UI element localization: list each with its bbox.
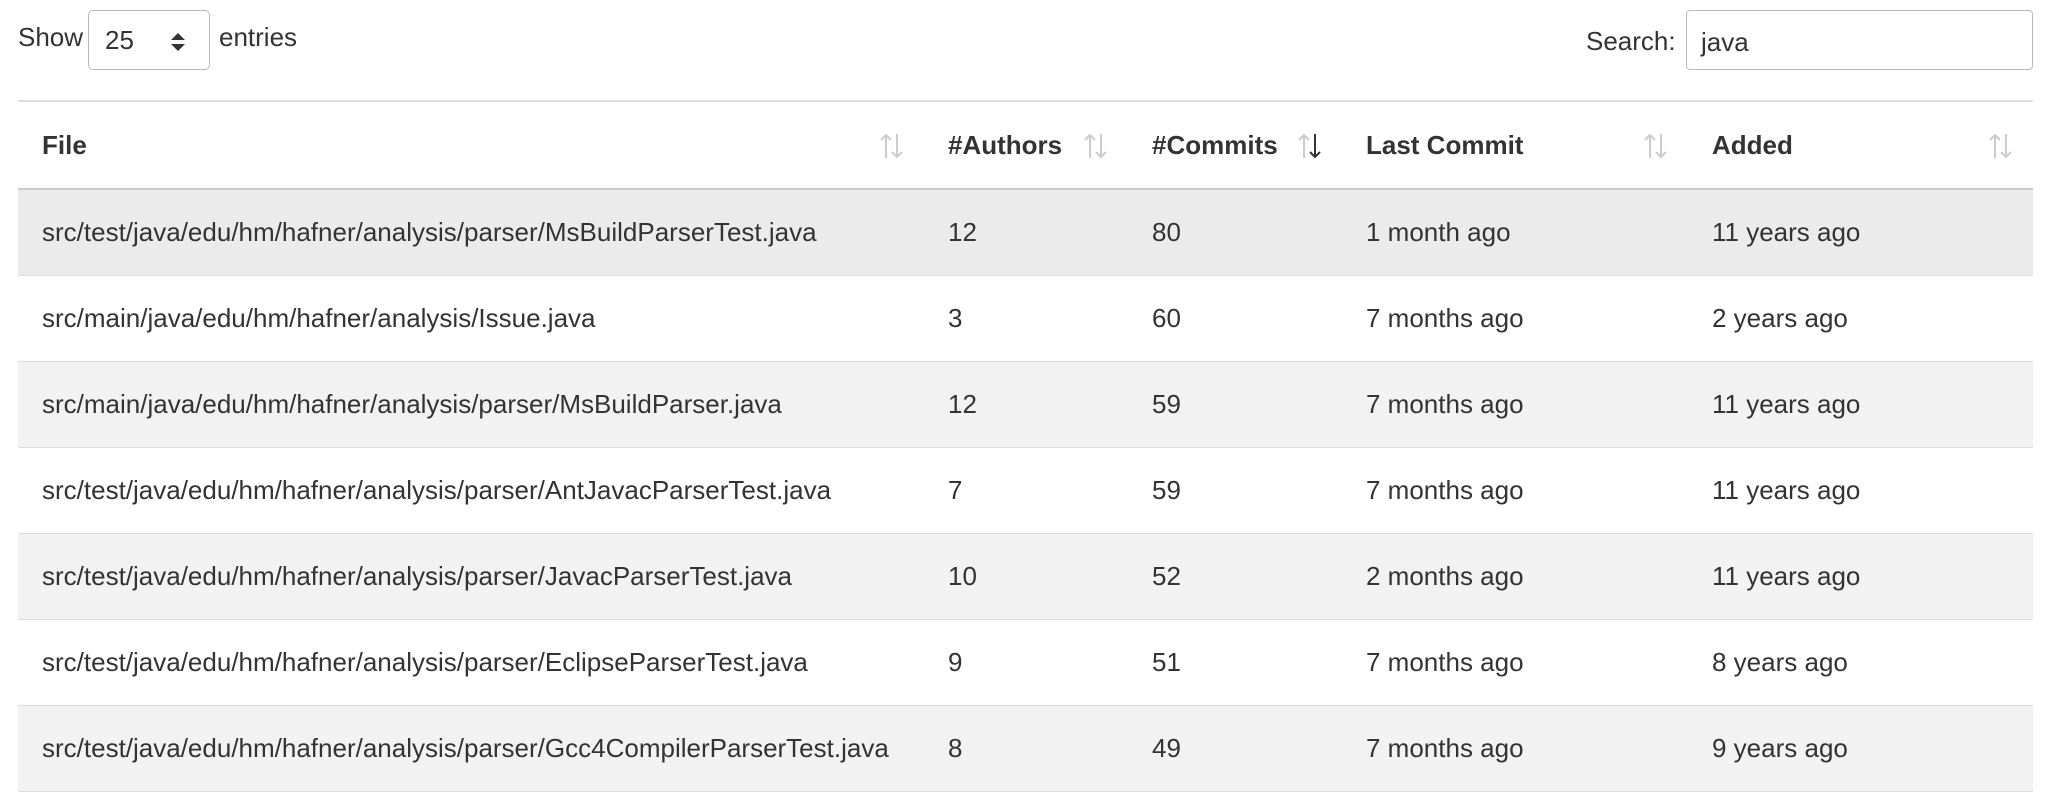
header-text: File: [42, 129, 87, 160]
table-cell: 12: [924, 189, 1128, 276]
sort-icon: [1084, 133, 1107, 159]
select-arrows: [171, 33, 185, 51]
table-cell: 12: [924, 361, 1128, 448]
table-cell: 7 months ago: [1342, 619, 1688, 706]
table-cell: 9: [924, 619, 1128, 706]
column-header[interactable]: Added: [1688, 100, 2033, 190]
table-row: src/test/java/edu/hm/hafner/analysis/par…: [18, 533, 2033, 620]
table-cell: 8: [924, 705, 1128, 792]
table-body: src/test/java/edu/hm/hafner/analysis/par…: [18, 189, 2033, 792]
table-cell: src/test/java/edu/hm/hafner/analysis/par…: [18, 189, 924, 276]
sort-icon: [880, 133, 903, 159]
table-row: src/main/java/edu/hm/hafner/analysis/Iss…: [18, 275, 2033, 362]
search-value: java: [1701, 27, 1749, 57]
column-header[interactable]: Last Commit: [1342, 100, 1688, 190]
table-cell: 52: [1128, 533, 1342, 620]
column-header[interactable]: #Authors: [924, 100, 1128, 190]
table-cell: 2 years ago: [1688, 275, 2033, 362]
table-cell: 60: [1128, 275, 1342, 362]
table-row: src/test/java/edu/hm/hafner/analysis/par…: [18, 705, 2033, 792]
table-cell: 2 months ago: [1342, 533, 1688, 620]
table-cell: 59: [1128, 447, 1342, 534]
table-row: src/test/java/edu/hm/hafner/analysis/par…: [18, 619, 2033, 706]
table-cell: 49: [1128, 705, 1342, 792]
column-header[interactable]: #Commits: [1128, 100, 1342, 190]
table-cell: 8 years ago: [1688, 619, 2033, 706]
page-length-value: 25: [105, 25, 134, 55]
table-cell: 11 years ago: [1688, 361, 2033, 448]
table-cell: 3: [924, 275, 1128, 362]
table-cell: 7 months ago: [1342, 361, 1688, 448]
table-cell: 59: [1128, 361, 1342, 448]
sort-icon: [1989, 133, 2012, 159]
controls: Show 25 entries Search: java: [0, 0, 2052, 90]
table-cell: 11 years ago: [1688, 189, 2033, 276]
table-cell: 7: [924, 447, 1128, 534]
table-cell: 10: [924, 533, 1128, 620]
header-text: #Commits: [1152, 129, 1278, 160]
entries-label: entries: [219, 22, 298, 52]
files-table: File #Authors #Commits Last Commit Added src…: [18, 100, 2033, 792]
header-text: Last Commit: [1366, 129, 1524, 160]
table-cell: 7 months ago: [1342, 275, 1688, 362]
header-text: #Authors: [948, 129, 1063, 160]
table-cell: 1 month ago: [1342, 189, 1688, 276]
search-label: Search:: [1586, 26, 1676, 56]
table-cell: 51: [1128, 619, 1342, 706]
table-row: src/main/java/edu/hm/hafner/analysis/par…: [18, 361, 2033, 448]
table-cell: src/test/java/edu/hm/hafner/analysis/par…: [18, 619, 924, 706]
show-label: Show: [18, 22, 84, 52]
table-cell: src/main/java/edu/hm/hafner/analysis/Iss…: [18, 275, 924, 362]
table-cell: 11 years ago: [1688, 533, 2033, 620]
sort-icon: [1298, 133, 1321, 159]
table-cell: 7 months ago: [1342, 705, 1688, 792]
table-row: src/test/java/edu/hm/hafner/analysis/par…: [18, 447, 2033, 534]
table-cell: 11 years ago: [1688, 447, 2033, 534]
table-cell: src/test/java/edu/hm/hafner/analysis/par…: [18, 447, 924, 534]
table-cell: 7 months ago: [1342, 447, 1688, 534]
search-input[interactable]: java: [1686, 10, 2033, 70]
header-row: File #Authors #Commits Last Commit Added: [18, 100, 2033, 190]
table-cell: src/main/java/edu/hm/hafner/analysis/par…: [18, 361, 924, 448]
page-length-select[interactable]: 25: [88, 10, 210, 70]
table-cell: src/test/java/edu/hm/hafner/analysis/par…: [18, 533, 924, 620]
table-cell: src/test/java/edu/hm/hafner/analysis/par…: [18, 705, 924, 792]
column-header[interactable]: File: [18, 100, 924, 190]
table-cell: 9 years ago: [1688, 705, 2033, 792]
table-row: src/test/java/edu/hm/hafner/analysis/par…: [18, 189, 2033, 276]
table-cell: 80: [1128, 189, 1342, 276]
sort-icon: [1644, 133, 1667, 159]
header-text: Added: [1712, 129, 1793, 160]
